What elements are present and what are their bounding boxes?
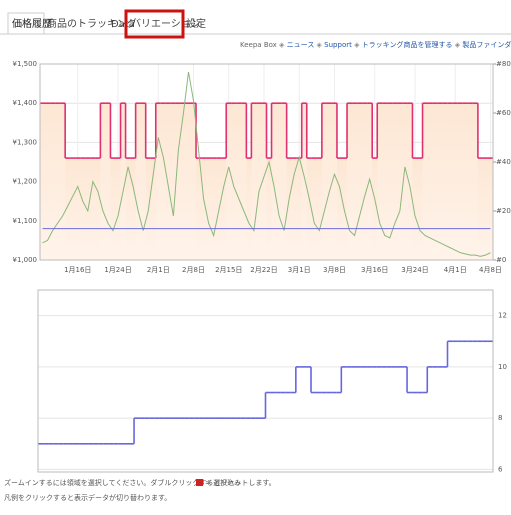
area <box>418 158 423 260</box>
x-tick-label: 3月8日 <box>323 266 346 274</box>
y2-tick-label: #0 <box>496 256 506 264</box>
area <box>100 103 105 260</box>
y-tick-label: ¥1,400 <box>13 99 38 107</box>
separator: ◈ <box>352 41 362 49</box>
area <box>458 103 463 260</box>
link-row: Keepa Box ◈ ニュース ◈ Support ◈ トラッキング商品を管理… <box>240 40 511 49</box>
area <box>186 103 191 260</box>
x-tick-label: 2月1日 <box>147 266 170 274</box>
area <box>246 158 251 260</box>
link[interactable]: ニュース <box>287 41 315 49</box>
area <box>392 103 397 260</box>
area <box>362 103 367 260</box>
y2-tick-label: #400 <box>496 158 511 166</box>
separator: ◈ <box>277 41 287 49</box>
area <box>317 158 322 260</box>
area <box>256 103 261 260</box>
x-tick-label: 2月15日 <box>215 266 242 274</box>
area <box>131 158 136 260</box>
legend-icon <box>196 479 203 486</box>
area <box>297 158 302 260</box>
link[interactable]: Keepa Box <box>240 41 277 49</box>
area <box>110 158 115 260</box>
y-tick-label: ¥1,100 <box>13 217 38 225</box>
area <box>95 158 100 260</box>
area <box>357 103 362 260</box>
x-tick-label: 2月8日 <box>182 266 205 274</box>
area <box>80 158 85 260</box>
x-tick-label: 3月24日 <box>401 266 428 274</box>
area <box>166 103 171 260</box>
area <box>116 158 121 260</box>
area <box>478 158 483 260</box>
area <box>55 103 60 260</box>
footer-text: 凡例をクリックすると表示データが切り替わります。 <box>4 493 171 502</box>
link[interactable]: 製品ファインダー <box>462 40 511 49</box>
area <box>40 103 45 260</box>
y2-tick-label: #800 <box>496 60 511 68</box>
area <box>171 103 176 260</box>
area <box>161 103 166 260</box>
separator: ◈ <box>314 41 324 49</box>
y-tick-label: ¥1,200 <box>13 178 38 186</box>
area <box>277 103 282 260</box>
x-tick-label: 2月22日 <box>250 266 277 274</box>
footer-text: = 選択込み <box>205 478 241 487</box>
area <box>211 158 216 260</box>
area <box>483 158 488 260</box>
tab[interactable]: 設定 <box>186 17 206 30</box>
area <box>206 158 211 260</box>
y-tick-label: ¥1,300 <box>13 138 38 146</box>
charts: ¥1,000 ¥1,100 ¥1,200 ¥1,300 ¥1,400 ¥1,500 #0 #2… <box>13 60 511 473</box>
x-tick-label: 4月8日 <box>479 266 502 274</box>
area <box>453 103 458 260</box>
links: Keepa Box ◈ ニュース ◈ Support ◈ トラッキング商品を管理… <box>240 40 511 49</box>
area <box>342 158 347 260</box>
tab[interactable]: 価格履歴 <box>12 17 52 30</box>
x-tick-label: 3月16日 <box>361 266 388 274</box>
y-tick-label: 8 <box>498 414 502 422</box>
area <box>70 158 75 260</box>
area <box>75 158 80 260</box>
area <box>463 103 468 260</box>
y-tick-label: 12 <box>498 312 507 320</box>
area <box>468 103 473 260</box>
x-tick-label: 1月16日 <box>64 266 91 274</box>
area <box>50 103 55 260</box>
x-tick-label: 4月1日 <box>444 266 467 274</box>
link[interactable]: トラッキング商品を管理する <box>362 40 453 49</box>
link[interactable]: Support <box>324 41 352 49</box>
y2-tick-label: #200 <box>496 207 511 215</box>
plot-frame <box>38 290 493 472</box>
separator: ◈ <box>452 41 462 49</box>
x-tick-label: 3月1日 <box>288 266 311 274</box>
area <box>312 158 317 260</box>
y2-tick-label: #600 <box>496 109 511 117</box>
chart: ¥1,000 ¥1,100 ¥1,200 ¥1,300 ¥1,400 ¥1,500 #0 #2… <box>13 60 511 274</box>
area <box>221 158 226 260</box>
area <box>433 103 438 260</box>
y-tick-label: 6 <box>498 465 503 473</box>
area <box>337 158 342 260</box>
chart: 6 8 10 12 <box>38 290 507 473</box>
x-tick-label: 1月24日 <box>104 266 131 274</box>
area <box>412 158 417 260</box>
area <box>428 103 433 260</box>
area <box>176 103 181 260</box>
y-tick-label: 10 <box>498 363 507 371</box>
area <box>352 103 357 260</box>
area <box>448 103 453 260</box>
area <box>236 103 241 260</box>
area <box>438 103 443 260</box>
area <box>327 103 332 260</box>
area <box>443 103 448 260</box>
area <box>90 158 95 260</box>
y-tick-label: ¥1,500 <box>13 60 38 68</box>
area <box>397 103 402 260</box>
y-tick-label: ¥1,000 <box>13 256 38 264</box>
